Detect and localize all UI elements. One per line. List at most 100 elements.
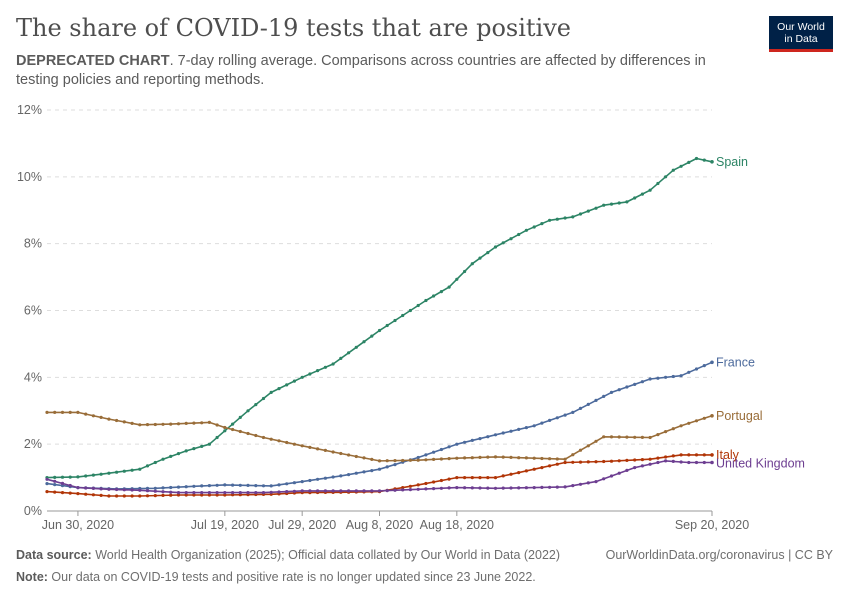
data-point — [60, 484, 65, 488]
data-point — [517, 456, 521, 460]
data-point — [207, 484, 211, 488]
data-point — [578, 406, 583, 410]
data-point — [285, 383, 289, 387]
data-point — [145, 494, 150, 498]
data-point — [401, 458, 405, 463]
data-point — [68, 491, 72, 495]
data-point — [130, 494, 134, 498]
data-point — [300, 480, 304, 484]
data-point — [578, 448, 583, 452]
data-point — [625, 435, 629, 439]
data-point — [679, 424, 683, 428]
y-tick-label: 8% — [24, 237, 42, 251]
data-point — [200, 484, 204, 488]
data-point — [679, 164, 683, 168]
data-point — [594, 398, 598, 402]
data-point — [107, 487, 111, 491]
data-point — [169, 490, 173, 494]
data-point — [76, 475, 80, 479]
data-point — [517, 232, 521, 237]
data-point — [710, 360, 714, 365]
data-point — [269, 484, 273, 488]
data-point — [455, 476, 459, 480]
data-point — [694, 453, 699, 457]
data-point — [354, 489, 358, 493]
data-point — [308, 489, 312, 493]
data-point — [207, 442, 211, 446]
data-point — [687, 453, 691, 457]
data-point — [493, 455, 498, 459]
data-point — [269, 437, 273, 441]
data-point — [401, 488, 405, 492]
data-point — [617, 471, 621, 475]
data-point — [122, 488, 126, 492]
deprecated-label: DEPRECATED CHART — [16, 53, 170, 69]
data-point — [169, 454, 173, 458]
data-point — [246, 491, 250, 495]
data-point — [223, 425, 227, 430]
data-point — [53, 483, 57, 487]
data-point — [200, 491, 204, 495]
data-point — [524, 486, 529, 490]
data-point — [416, 483, 420, 487]
data-point — [548, 485, 552, 489]
x-tick-label: Jul 29, 2020 — [268, 518, 336, 532]
data-point — [347, 453, 351, 457]
data-point — [532, 225, 536, 229]
data-point — [455, 277, 459, 281]
series-label-united-kingdom: United Kingdom — [716, 457, 805, 471]
data-point — [702, 453, 706, 457]
data-point — [532, 486, 536, 490]
data-point — [45, 477, 49, 481]
data-point — [563, 216, 567, 220]
data-point — [184, 493, 188, 497]
data-point — [586, 444, 590, 448]
data-point — [53, 410, 57, 414]
data-point — [555, 217, 559, 221]
data-point — [455, 442, 459, 446]
data-point — [548, 418, 552, 422]
data-point — [231, 427, 235, 432]
data-point — [292, 481, 296, 485]
y-tick-label: 12% — [17, 103, 42, 117]
data-point — [115, 418, 119, 423]
data-point — [470, 456, 474, 460]
footer-source: Data source: World Health Organization (… — [16, 548, 833, 562]
logo-line-1: Our World — [777, 21, 825, 33]
data-point — [377, 489, 382, 493]
data-point — [416, 487, 420, 491]
data-point — [408, 308, 412, 313]
data-point — [609, 390, 614, 394]
data-point — [176, 422, 181, 426]
data-point — [679, 460, 683, 464]
note-text: Our data on COVID-19 tests and positive … — [47, 570, 536, 584]
data-point — [145, 489, 150, 493]
data-point — [323, 489, 327, 493]
owid-logo[interactable]: Our World in Data — [769, 16, 833, 52]
data-point — [184, 485, 188, 489]
data-point — [586, 209, 590, 213]
data-point — [84, 486, 88, 490]
series-france — [45, 360, 714, 491]
source-label: Data source: — [16, 548, 92, 562]
data-point — [316, 447, 320, 451]
data-point — [316, 369, 320, 373]
data-point — [393, 459, 397, 463]
source-url-link[interactable]: OurWorldinData.org/coronavirus | CC BY — [605, 548, 833, 562]
data-point — [424, 481, 428, 486]
data-point — [377, 459, 382, 463]
data-point — [594, 480, 598, 484]
data-point — [169, 422, 173, 426]
data-point — [532, 456, 536, 460]
data-point — [687, 421, 691, 425]
data-point — [200, 421, 204, 425]
data-point — [416, 458, 420, 462]
data-point — [277, 483, 281, 487]
data-point — [215, 423, 219, 427]
series-spain — [45, 156, 714, 480]
data-point — [625, 200, 629, 204]
data-point — [524, 469, 529, 473]
data-point — [439, 290, 443, 294]
data-point — [524, 426, 529, 430]
